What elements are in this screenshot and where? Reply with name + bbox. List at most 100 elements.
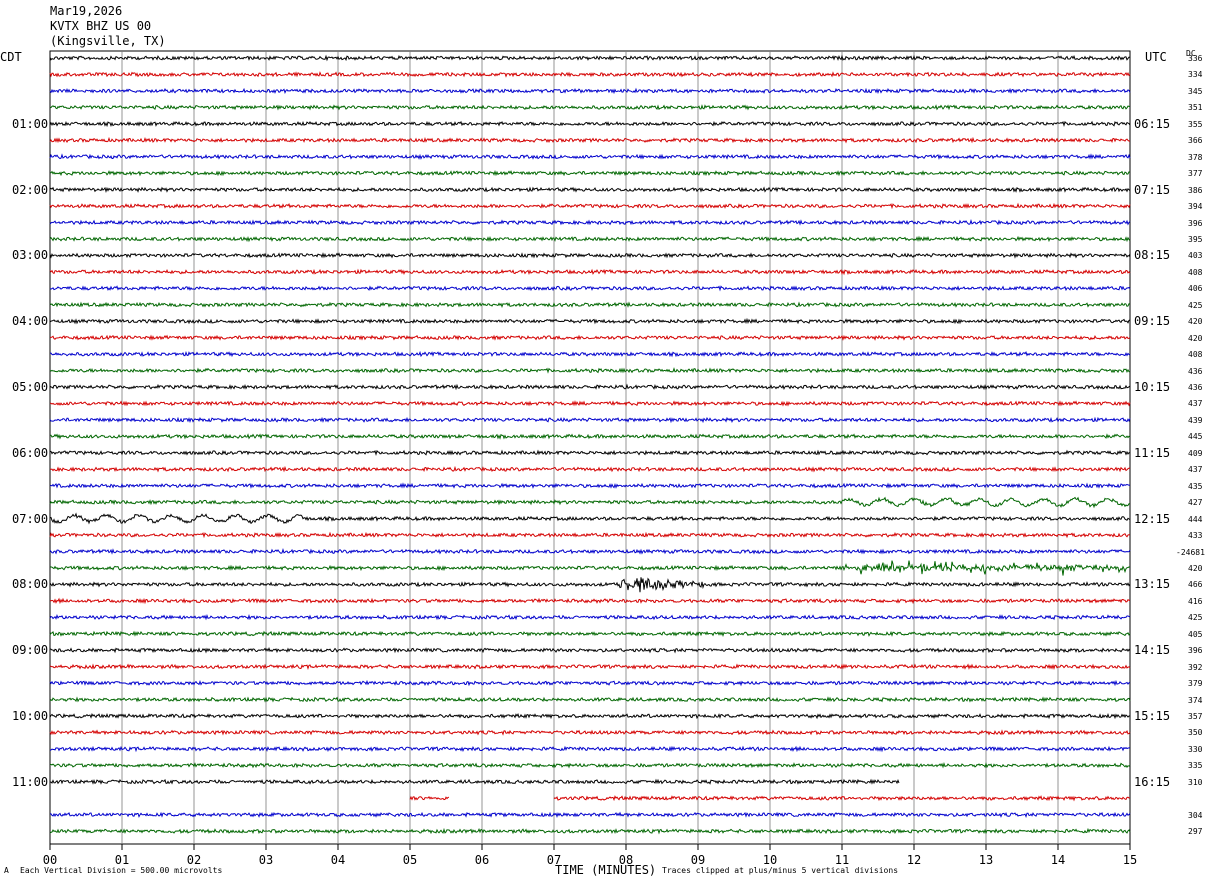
x-tick-label: 09 — [690, 853, 706, 867]
seismic-trace — [49, 647, 1131, 654]
plot-frame — [49, 50, 1131, 845]
seismic-trace — [49, 136, 1131, 144]
seismic-trace — [49, 120, 1131, 128]
seismic-trace — [49, 104, 1130, 111]
seismic-trace — [49, 577, 1131, 593]
right-hour-label: 08:15 — [1134, 248, 1171, 263]
dc-offset-label: 394 — [1188, 202, 1203, 212]
dc-offset-label: 334 — [1188, 70, 1203, 80]
dc-offset-label: 366 — [1188, 136, 1203, 146]
dc-offset-label: 304 — [1188, 810, 1203, 820]
left-hour-label: 03:00 — [12, 248, 49, 263]
seismic-trace — [49, 317, 1131, 325]
seismic-trace — [49, 778, 900, 785]
dc-offset-label: 406 — [1188, 284, 1203, 294]
dc-offset-label: 445 — [1188, 432, 1203, 442]
seismic-trace — [49, 531, 1130, 539]
dc-offset-label: -24681 — [1176, 547, 1205, 557]
seismic-trace — [49, 87, 1131, 95]
seismic-trace — [49, 729, 1131, 736]
right-hour-label: 13:15 — [1134, 577, 1171, 592]
dc-offset-label: 396 — [1188, 646, 1203, 656]
dc-offset-label: 444 — [1188, 514, 1203, 524]
dc-offset-label: 420 — [1188, 317, 1203, 327]
x-tick-label: 15 — [1122, 853, 1138, 867]
seismic-trace — [49, 416, 1131, 424]
x-tick-label: 07 — [546, 853, 562, 867]
dc-offset-label: 405 — [1188, 629, 1203, 639]
seismic-trace — [50, 465, 1131, 473]
dc-offset-label: 435 — [1188, 481, 1203, 491]
x-tick-label: 02 — [186, 853, 202, 867]
dc-offset-label: 357 — [1188, 712, 1203, 721]
x-tick-label: 10 — [762, 853, 778, 867]
left-hour-label: 05:00 — [12, 380, 49, 394]
dc-offset-label: 386 — [1188, 185, 1203, 195]
minute-grid — [121, 51, 1059, 844]
left-hour-label: 10:00 — [12, 709, 49, 723]
seismic-trace — [49, 614, 1131, 621]
seismic-trace — [50, 334, 1131, 341]
seismic-trace — [49, 597, 1131, 605]
seismic-trace — [49, 512, 1131, 525]
seismic-trace — [49, 811, 1131, 818]
clip-note: Traces clipped at plus/minus 5 vertical … — [662, 866, 899, 875]
dc-offset-label: 425 — [1188, 300, 1203, 310]
right-hour-label: 16:15 — [1134, 774, 1171, 789]
dc-offset-label: 297 — [1188, 827, 1203, 837]
corner-mark: A — [4, 866, 9, 875]
x-tick-label: 14 — [1050, 853, 1066, 867]
dc-offset-label: 427 — [1188, 498, 1203, 508]
right-hour-label: 09:15 — [1134, 314, 1171, 329]
left-hour-label: 07:00 — [12, 511, 49, 526]
x-tick-label: 11 — [834, 853, 850, 867]
dc-offset-label: 350 — [1188, 728, 1203, 738]
dc-offset-label: 439 — [1188, 415, 1203, 425]
left-hour-label: 02:00 — [12, 182, 49, 197]
x-tick-label: 00 — [42, 853, 58, 867]
dc-offset-label: 335 — [1188, 761, 1203, 771]
x-tick-label: 04 — [330, 853, 346, 867]
right-timezone-label: UTC — [1145, 50, 1167, 64]
station-label: KVTX BHZ US 00 — [50, 19, 152, 33]
dc-offset-label: 395 — [1188, 234, 1203, 244]
seismic-trace — [50, 350, 1131, 358]
x-axis-title: TIME (MINUTES) — [555, 863, 657, 877]
seismic-trace — [409, 795, 450, 801]
seismic-trace — [49, 745, 1131, 753]
x-tick-marks — [49, 844, 1131, 850]
left-hour-label: 09:00 — [12, 643, 49, 658]
x-tick-label: 13 — [978, 853, 994, 867]
dc-offset-label: 433 — [1188, 531, 1203, 541]
x-tick-label: 03 — [258, 853, 274, 867]
right-hour-label: 15:15 — [1134, 709, 1171, 723]
trace-group — [49, 54, 1131, 835]
x-tick-label: 12 — [906, 853, 922, 867]
dc-offset-label: 436 — [1188, 383, 1203, 392]
seismic-trace — [49, 712, 1131, 720]
seismic-trace — [49, 71, 1131, 78]
dc-offset-label: 437 — [1188, 465, 1203, 475]
dc-offset-label: 379 — [1188, 679, 1203, 689]
seismic-trace — [49, 202, 1131, 210]
dc-offset-label: 310 — [1188, 777, 1203, 787]
seismic-trace — [50, 169, 1131, 177]
seismic-trace — [49, 54, 1131, 62]
seismic-trace — [49, 367, 1131, 374]
dc-offset-label: 374 — [1188, 695, 1203, 705]
dc-offset-label: 420 — [1188, 563, 1203, 573]
seismic-trace — [49, 496, 1130, 509]
seismic-trace — [49, 827, 1131, 835]
right-hour-label: 07:15 — [1134, 182, 1171, 197]
location-label: (Kingsville, TX) — [50, 34, 166, 48]
dc-offset-label: 330 — [1188, 744, 1203, 754]
dc-offset-label: 377 — [1188, 169, 1203, 179]
seismic-trace — [553, 795, 1130, 802]
right-hour-label: 14:15 — [1134, 643, 1171, 658]
dc-offset-label: 351 — [1188, 103, 1203, 113]
seismic-trace — [49, 153, 1131, 160]
seismic-trace — [49, 762, 1131, 769]
seismic-trace — [49, 663, 1131, 671]
dc-offset-label: 408 — [1188, 267, 1203, 277]
